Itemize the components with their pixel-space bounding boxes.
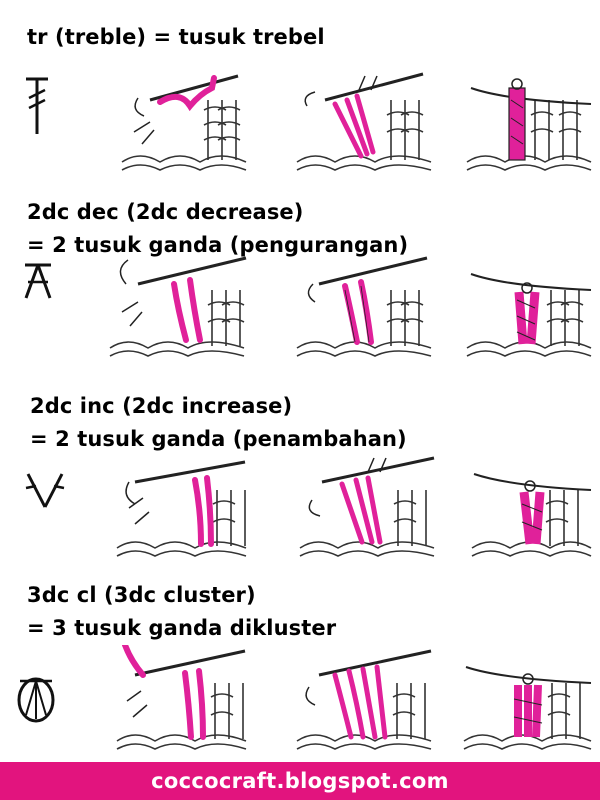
section-title: tr (treble) = tusuk trebel — [27, 25, 325, 49]
cluster-step-1 — [116, 645, 247, 750]
decrease-symbol-icon — [24, 263, 52, 299]
decrease-step-1 — [109, 256, 247, 357]
treble-step-2 — [296, 72, 432, 171]
title-line-2: = 2 tusuk ganda (pengurangan) — [27, 233, 409, 257]
section-title: 3dc cl (3dc cluster) = 3 tusuk ganda dik… — [27, 579, 336, 645]
increase-symbol-icon — [25, 473, 65, 508]
section-title: 2dc inc (2dc increase) = 2 tusuk ganda (… — [30, 390, 407, 456]
section-treble: tr (treble) = tusuk trebel — [0, 0, 600, 190]
title-line-1: 2dc inc (2dc increase) — [30, 394, 293, 418]
section-increase: 2dc inc (2dc increase) = 2 tusuk ganda (… — [0, 390, 600, 575]
treble-step-1 — [121, 74, 247, 171]
decrease-step-3 — [466, 273, 592, 357]
footer-bar: coccocraft.blogspot.com — [0, 762, 600, 800]
title-line-1: 3dc cl (3dc cluster) — [27, 583, 256, 607]
section-decrease: 2dc dec (2dc decrease) = 2 tusuk ganda (… — [0, 190, 600, 390]
treble-symbol-icon — [26, 77, 48, 134]
footer-url: coccocraft.blogspot.com — [151, 769, 449, 793]
section-cluster: 3dc cl (3dc cluster) = 3 tusuk ganda dik… — [0, 575, 600, 762]
title-line-2: = 2 tusuk ganda (penambahan) — [30, 427, 407, 451]
increase-step-2 — [299, 456, 435, 557]
cluster-step-3 — [463, 666, 592, 750]
increase-step-1 — [116, 460, 247, 557]
cluster-step-2 — [296, 649, 432, 750]
title-line-1: 2dc dec (2dc decrease) — [27, 200, 304, 224]
title-line-2: = 3 tusuk ganda dikluster — [27, 616, 337, 640]
cluster-symbol-icon — [17, 677, 55, 723]
title-line-1: tr (treble) = tusuk trebel — [27, 25, 325, 49]
decrease-step-2 — [296, 256, 432, 357]
section-title: 2dc dec (2dc decrease) = 2 tusuk ganda (… — [27, 196, 408, 262]
increase-step-3 — [471, 473, 592, 557]
treble-step-3 — [466, 78, 592, 171]
